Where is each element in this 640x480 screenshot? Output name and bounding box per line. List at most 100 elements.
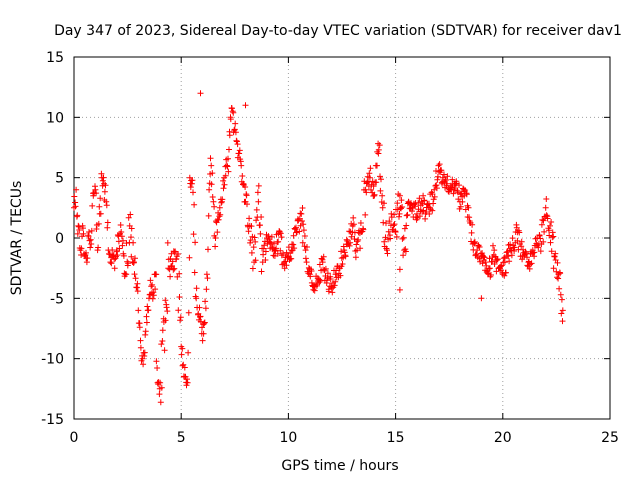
data-point — [283, 262, 290, 269]
data-point — [250, 244, 257, 251]
data-point — [128, 225, 135, 232]
data-point — [519, 256, 526, 263]
data-point — [551, 253, 558, 260]
data-point — [514, 237, 521, 244]
data-point — [258, 214, 265, 220]
y-tick-label: 0 — [55, 231, 64, 247]
data-point — [125, 214, 132, 221]
data-point — [300, 227, 307, 234]
data-point — [277, 230, 284, 237]
data-point — [208, 181, 215, 188]
data-point — [347, 239, 354, 246]
data-point — [253, 217, 260, 224]
data-point — [73, 186, 80, 193]
data-point — [184, 379, 191, 386]
data-point — [189, 177, 196, 184]
data-point — [153, 271, 160, 278]
data-point — [177, 314, 184, 321]
data-point — [275, 238, 282, 245]
data-point — [232, 129, 239, 136]
data-point — [205, 246, 211, 253]
data-point — [244, 201, 250, 208]
data-point — [400, 234, 407, 241]
y-tick-label: -15 — [41, 412, 64, 428]
data-point — [123, 271, 130, 278]
data-point — [177, 317, 184, 324]
data-point — [234, 141, 241, 148]
data-point — [117, 222, 124, 228]
data-point — [159, 338, 166, 344]
data-point — [444, 180, 451, 187]
data-point — [483, 262, 490, 269]
data-point — [262, 248, 269, 255]
data-point — [71, 193, 78, 200]
data-point — [131, 271, 138, 278]
data-point — [385, 228, 392, 235]
data-point — [258, 268, 265, 275]
data-point — [409, 208, 415, 215]
data-point — [169, 258, 176, 265]
data-point — [260, 251, 267, 258]
data-point — [536, 232, 543, 239]
data-point — [290, 241, 297, 248]
data-point — [544, 215, 551, 222]
data-point — [299, 239, 306, 246]
data-point — [337, 272, 344, 279]
data-point — [396, 266, 403, 273]
data-point — [482, 259, 489, 266]
data-point — [268, 233, 275, 240]
data-point — [498, 267, 504, 274]
data-point — [352, 254, 359, 261]
data-point — [217, 211, 224, 218]
data-point — [331, 282, 338, 289]
data-point — [239, 173, 246, 179]
data-point — [174, 273, 181, 280]
data-point — [199, 324, 205, 331]
data-point — [231, 126, 238, 133]
data-point — [111, 265, 118, 272]
data-point — [262, 257, 269, 263]
data-point — [549, 229, 556, 236]
data-point — [381, 200, 387, 207]
x-tick-label: 0 — [70, 430, 79, 446]
x-tick-label: 15 — [387, 430, 405, 446]
data-point — [366, 174, 373, 181]
data-point — [541, 228, 548, 235]
data-point — [226, 146, 232, 153]
data-point — [491, 261, 498, 267]
data-point — [164, 308, 171, 315]
data-point — [209, 194, 216, 200]
data-point — [243, 192, 250, 199]
data-point — [216, 204, 223, 211]
data-point — [377, 173, 383, 180]
data-point — [550, 265, 557, 272]
data-point — [74, 230, 81, 237]
data-point — [441, 171, 447, 178]
data-point — [444, 173, 451, 180]
data-point — [523, 250, 530, 257]
data-point — [150, 292, 157, 299]
data-point — [471, 239, 477, 246]
data-point — [396, 286, 403, 293]
data-point — [203, 286, 210, 293]
data-point — [465, 204, 472, 211]
data-point — [87, 244, 94, 251]
data-point — [181, 364, 188, 371]
data-point — [390, 222, 397, 229]
data-point — [152, 286, 159, 293]
data-point — [546, 232, 553, 239]
data-point — [333, 267, 340, 274]
data-point — [374, 162, 380, 169]
y-axis-label: SDTVAR / TECUs — [9, 181, 25, 296]
data-point — [128, 253, 135, 260]
data-point — [548, 219, 555, 225]
data-point — [431, 193, 438, 200]
data-point — [101, 188, 108, 195]
y-tick-label: 5 — [55, 171, 64, 187]
data-point — [99, 177, 106, 184]
data-point — [543, 212, 550, 219]
data-point — [252, 238, 259, 245]
data-point — [463, 191, 470, 198]
y-tick-label: 15 — [46, 50, 64, 66]
data-point — [350, 214, 357, 221]
